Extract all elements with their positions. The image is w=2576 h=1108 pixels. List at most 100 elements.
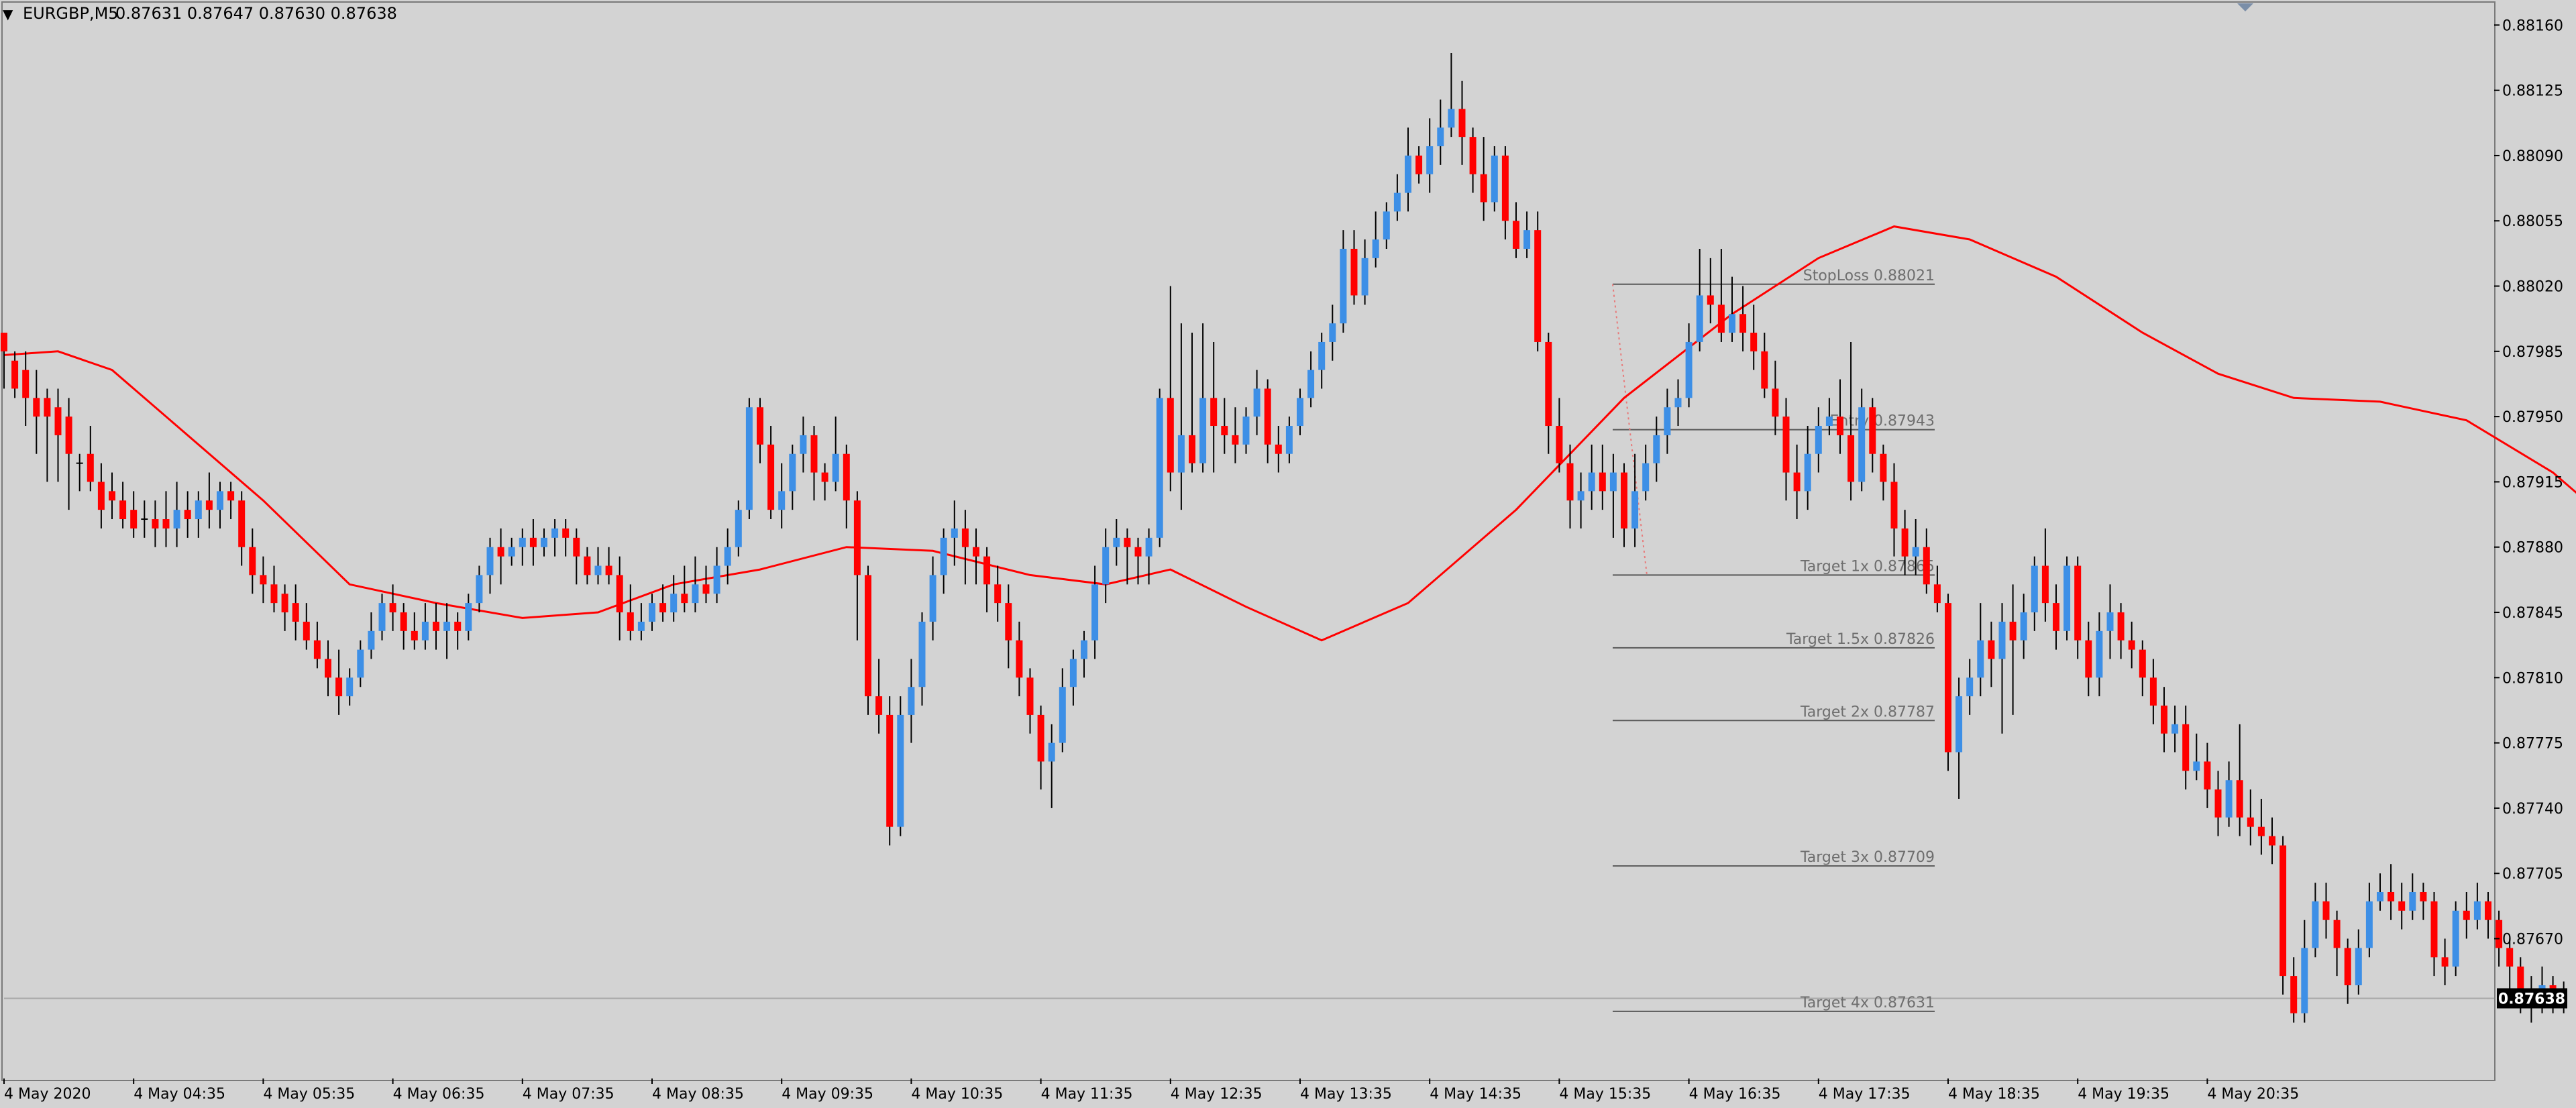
candle-body	[2161, 706, 2167, 734]
candle-body	[983, 556, 991, 585]
candle-body	[1437, 127, 1444, 147]
candle	[497, 528, 504, 585]
candle	[205, 472, 213, 529]
candle	[2063, 556, 2071, 641]
candle-body	[745, 407, 753, 510]
candle-body	[1739, 314, 1747, 333]
candle	[44, 388, 51, 482]
price-tick-label: 0.87950	[2502, 409, 2563, 426]
candle	[573, 528, 580, 585]
candle-body	[152, 519, 159, 529]
candle	[1685, 323, 1693, 408]
candle	[1275, 426, 1282, 473]
candle	[433, 603, 439, 650]
candle-body	[313, 640, 321, 659]
candle	[1707, 258, 1714, 324]
candle	[1124, 528, 1131, 585]
candle	[2117, 603, 2125, 659]
candle-body	[2009, 621, 2017, 641]
candle	[1264, 379, 1271, 463]
candle-body	[1329, 323, 1336, 342]
candle	[1955, 677, 1963, 799]
candle-body	[940, 537, 947, 575]
moving-average-line	[3, 225, 2576, 642]
candle-body	[1350, 248, 1358, 296]
candle	[973, 528, 979, 585]
candle-body	[1134, 547, 1142, 557]
candle-body	[1448, 109, 1455, 128]
candle	[724, 528, 731, 585]
candle-body	[1782, 417, 1790, 473]
candle	[109, 472, 115, 520]
candle	[2355, 929, 2362, 995]
candle	[1998, 603, 2006, 734]
candle-body	[1, 333, 7, 351]
candle	[2279, 836, 2287, 995]
candle-body	[832, 453, 839, 482]
candle-body	[875, 696, 883, 715]
price-tick-label: 0.87985	[2502, 344, 2563, 361]
candle-body	[249, 547, 256, 575]
candle	[281, 584, 288, 631]
candle-body	[2279, 845, 2287, 977]
time-tick-label: 4 May 05:35	[263, 1086, 355, 1103]
candle-body	[227, 491, 235, 501]
candle	[1912, 519, 1919, 575]
candle	[2074, 556, 2082, 659]
candle	[65, 398, 72, 510]
candle-body	[2269, 836, 2275, 846]
candle	[713, 547, 720, 604]
candle-body	[1955, 696, 1963, 753]
candle	[22, 351, 30, 427]
time-axis[interactable]: 4 May 2020 4 May 04:35 4 May 05:35 4 May 06…	[3, 1078, 2299, 1103]
candle-body	[767, 444, 775, 510]
candle	[853, 491, 861, 641]
candle-body	[929, 575, 936, 622]
candle-body	[2473, 901, 2481, 920]
candle-body	[659, 603, 667, 613]
candle	[2085, 621, 2092, 697]
candle	[1664, 388, 1671, 454]
candle-body	[1318, 341, 1326, 370]
candle-body	[1156, 398, 1163, 538]
price-tick-label: 0.88160	[2502, 17, 2563, 34]
candle	[1717, 248, 1725, 342]
trade-level-label: Target 2x 0.87787	[1800, 704, 1935, 720]
price-axis[interactable]: 0.88160 0.88125 0.88090 0.88055 0.88020 0.879…	[2494, 17, 2563, 948]
candle-body	[1750, 333, 1758, 351]
candle	[627, 584, 634, 641]
candle	[1804, 426, 1811, 510]
candle-body	[1145, 537, 1152, 557]
candle-body	[443, 621, 451, 631]
candle	[2041, 528, 2049, 622]
candle-body	[519, 537, 526, 547]
current-price-badge-bg	[2497, 988, 2567, 1009]
candle	[767, 426, 775, 520]
chart-shift-marker-icon[interactable]	[2237, 3, 2253, 11]
candle	[1350, 230, 1358, 305]
candle-body	[1945, 603, 1951, 753]
candle-body	[1933, 584, 1941, 604]
candle	[1437, 99, 1444, 165]
candle-body	[1501, 155, 1509, 221]
candle-body	[789, 453, 796, 492]
candle	[1102, 528, 1110, 604]
price-tick-label: 0.87705	[2502, 866, 2563, 883]
candle	[843, 444, 850, 529]
candle-body	[1167, 398, 1174, 473]
candle	[2020, 594, 2027, 659]
candle-body	[2117, 612, 2125, 641]
candle	[1825, 398, 1833, 435]
candle	[2485, 892, 2491, 939]
time-tick-label: 4 May 06:35	[393, 1086, 485, 1103]
candle-body	[400, 612, 407, 631]
candle	[1847, 341, 1855, 501]
candle	[54, 388, 62, 482]
candle-body	[1923, 547, 1930, 585]
menu-triangle-icon[interactable]: ▼	[3, 6, 13, 22]
candle	[1253, 370, 1260, 435]
candle	[1242, 407, 1250, 454]
candle	[1923, 528, 1930, 594]
candle	[195, 491, 202, 538]
